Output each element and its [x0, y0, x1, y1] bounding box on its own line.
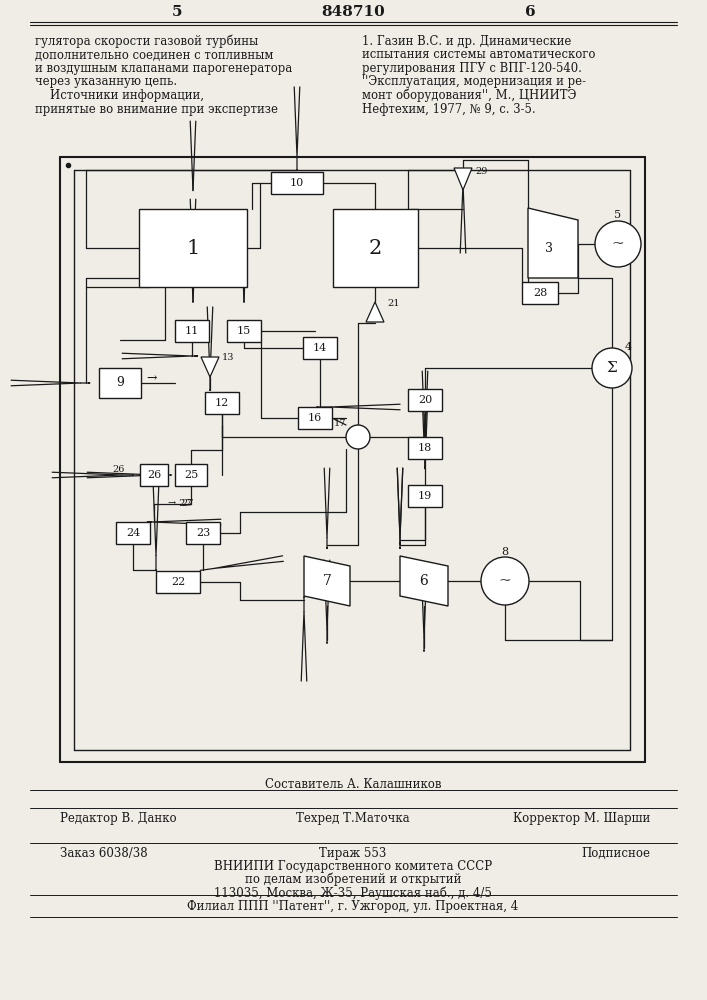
Text: →: →: [146, 371, 156, 384]
Circle shape: [346, 425, 370, 449]
Text: 5: 5: [614, 210, 621, 220]
Text: Составитель А. Калашников: Составитель А. Калашников: [264, 778, 441, 791]
Text: испытания системы автоматического: испытания системы автоматического: [362, 48, 595, 62]
Text: 2: 2: [368, 238, 382, 257]
Text: Заказ 6038/38: Заказ 6038/38: [60, 847, 148, 860]
Text: 10: 10: [290, 178, 304, 188]
Text: 20: 20: [418, 395, 432, 405]
Bar: [227, 320, 261, 342]
Polygon shape: [528, 208, 578, 278]
Text: 25: 25: [184, 470, 198, 480]
Bar: [140, 464, 168, 486]
Text: Тираж 553: Тираж 553: [320, 847, 387, 860]
Text: Техред Т.Маточка: Техред Т.Маточка: [296, 812, 410, 825]
Circle shape: [595, 221, 641, 267]
Text: 16: 16: [308, 413, 322, 423]
Text: 21: 21: [387, 300, 399, 308]
Bar: [139, 209, 247, 287]
Text: 4: 4: [625, 342, 632, 352]
Text: Редактор В. Данко: Редактор В. Данко: [60, 812, 177, 825]
Bar: [298, 407, 332, 429]
Text: 5: 5: [172, 5, 182, 19]
Text: 14: 14: [313, 343, 327, 353]
Bar: [205, 392, 239, 414]
Text: 27: 27: [182, 499, 194, 508]
Polygon shape: [454, 168, 472, 190]
Text: 113035, Москва, Ж-35, Раушская наб., д. 4/5: 113035, Москва, Ж-35, Раушская наб., д. …: [214, 886, 492, 900]
Text: ~: ~: [498, 574, 511, 588]
Text: через указанную цепь.: через указанную цепь.: [35, 76, 177, 89]
Text: 8: 8: [501, 547, 508, 557]
Bar: [271, 172, 323, 194]
Text: 29: 29: [475, 166, 487, 176]
Text: 11: 11: [185, 326, 199, 336]
Text: 23: 23: [196, 528, 210, 538]
Text: Филиал ППП ''Патент'', г. Ужгород, ул. Проектная, 4: Филиал ППП ''Патент'', г. Ужгород, ул. П…: [187, 900, 519, 913]
Bar: [522, 282, 558, 304]
Bar: [303, 337, 337, 359]
Text: 1: 1: [187, 238, 199, 257]
Circle shape: [592, 348, 632, 388]
Text: 1. Газин В.С. и др. Динамические: 1. Газин В.С. и др. Динамические: [362, 35, 571, 48]
Polygon shape: [201, 357, 219, 377]
Text: 3: 3: [545, 241, 553, 254]
Text: Подписное: Подписное: [581, 847, 650, 860]
Text: ~: ~: [612, 237, 624, 251]
Text: регулирования ПГУ с ВПГ-120-540.: регулирования ПГУ с ВПГ-120-540.: [362, 62, 582, 75]
Text: 6: 6: [420, 574, 428, 588]
Text: 26: 26: [112, 466, 125, 475]
Text: 17: 17: [334, 418, 346, 428]
Bar: [175, 320, 209, 342]
Text: и воздушным клапанами парогенератора: и воздушным клапанами парогенератора: [35, 62, 292, 75]
Bar: [186, 522, 220, 544]
Text: Нефтехим, 1977, № 9, с. 3-5.: Нефтехим, 1977, № 9, с. 3-5.: [362, 103, 536, 115]
Text: Корректор М. Шарши: Корректор М. Шарши: [513, 812, 650, 825]
Circle shape: [481, 557, 529, 605]
Text: 13: 13: [222, 353, 235, 361]
Text: 12: 12: [215, 398, 229, 408]
Text: Источники информации,: Источники информации,: [35, 89, 204, 102]
Text: 26: 26: [147, 470, 161, 480]
Text: 6: 6: [525, 5, 535, 19]
Text: ''Эксплуатация, модернизация и ре-: ''Эксплуатация, модернизация и ре-: [362, 76, 586, 89]
Polygon shape: [304, 556, 350, 606]
Bar: [408, 437, 442, 459]
Bar: [99, 368, 141, 398]
Text: гулятора скорости газовой турбины: гулятора скорости газовой турбины: [35, 35, 258, 48]
Bar: [156, 571, 200, 593]
Bar: [116, 522, 150, 544]
Text: 15: 15: [237, 326, 251, 336]
Text: монт оборудования'', М., ЦНИИТЭ: монт оборудования'', М., ЦНИИТЭ: [362, 89, 576, 103]
Text: дополнительно соединен с топливным: дополнительно соединен с топливным: [35, 48, 274, 62]
Text: 848710: 848710: [321, 5, 385, 19]
Text: ВНИИПИ Государственного комитета СССР: ВНИИПИ Государственного комитета СССР: [214, 860, 492, 873]
Text: 18: 18: [418, 443, 432, 453]
Text: по делам изобретений и открытий: по делам изобретений и открытий: [245, 873, 461, 886]
Bar: [408, 485, 442, 507]
Bar: [332, 209, 418, 287]
Text: 19: 19: [418, 491, 432, 501]
Text: → 27: → 27: [168, 499, 192, 508]
Text: 9: 9: [116, 376, 124, 389]
Polygon shape: [366, 302, 384, 322]
Text: 24: 24: [126, 528, 140, 538]
Text: 7: 7: [322, 574, 332, 588]
Bar: [408, 389, 442, 411]
Bar: [175, 464, 207, 486]
Text: Σ: Σ: [607, 361, 617, 375]
Text: 22: 22: [171, 577, 185, 587]
Text: 28: 28: [533, 288, 547, 298]
Text: принятые во внимание при экспертизе: принятые во внимание при экспертизе: [35, 103, 278, 115]
Polygon shape: [400, 556, 448, 606]
